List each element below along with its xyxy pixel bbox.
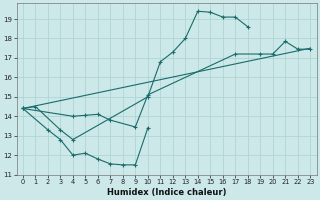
X-axis label: Humidex (Indice chaleur): Humidex (Indice chaleur)	[107, 188, 226, 197]
